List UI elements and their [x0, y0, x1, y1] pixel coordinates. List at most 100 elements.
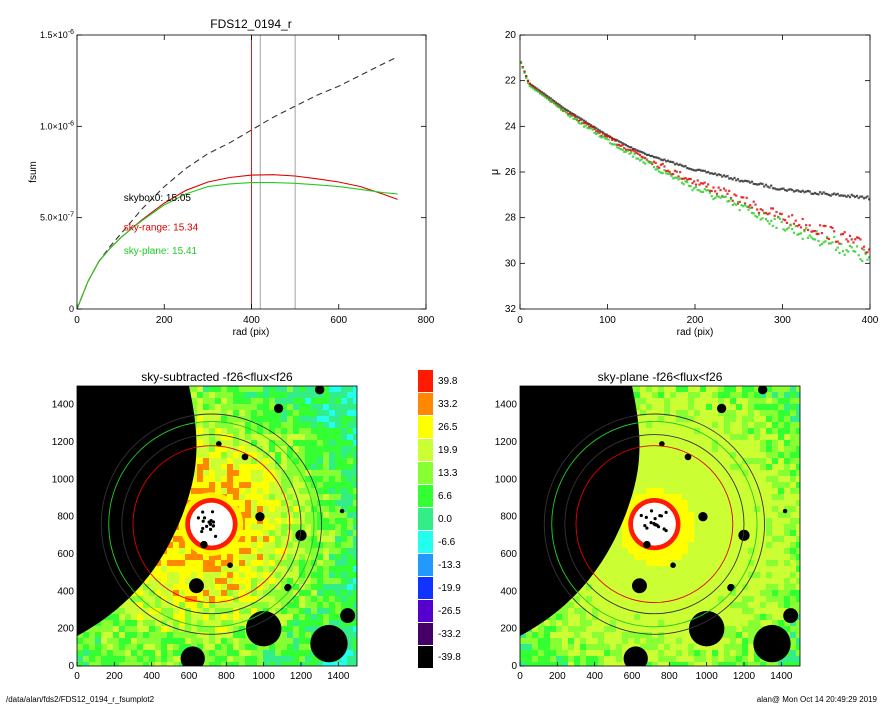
map-sub-pixel [353, 608, 357, 614]
map-sub-pixel [215, 434, 221, 440]
map-sub-pixel [161, 656, 167, 662]
map-plane-pixel [538, 638, 544, 644]
map-sub-pixel [311, 392, 317, 398]
map-sub-pixel [191, 488, 197, 494]
map-plane-pixel [766, 614, 772, 620]
map-sub-pixel [239, 482, 245, 488]
map-plane-pixel [754, 578, 760, 584]
map-plane-pixel [688, 494, 694, 500]
map-sub-pixel [233, 470, 239, 476]
map-sub-pixel [305, 662, 311, 666]
map-sub-pixel [311, 464, 317, 470]
map-sub-pixel [281, 548, 287, 554]
mu-point [689, 185, 692, 188]
mu-point [637, 157, 640, 160]
map-sub-pixel [167, 638, 173, 644]
map-plane-pixel [712, 578, 718, 584]
map-plane-pixel [760, 524, 766, 530]
map-sub-pixel [269, 452, 275, 458]
mu-point [659, 163, 663, 166]
map-plane-pixel [634, 494, 640, 500]
map-plane-pixel [658, 596, 664, 602]
map-sub-pixel [125, 626, 131, 632]
map-plane-pixel [796, 536, 800, 542]
map-plane-pixel [658, 452, 664, 458]
map-sub-pixel [233, 542, 239, 548]
map-sub-pixel [275, 656, 281, 662]
map-sub-pixel [341, 452, 347, 458]
map-plane-pixel [784, 626, 790, 632]
map-sub-pixel [149, 602, 155, 608]
mu-point [549, 97, 552, 100]
map-sub-pixel [347, 410, 353, 416]
map-plane-pixel [550, 614, 556, 620]
mu-point [798, 190, 801, 193]
map-sub-pixel [227, 482, 233, 488]
mu-point [778, 217, 782, 220]
map-plane-pixel [670, 566, 676, 572]
mu-point [731, 199, 734, 202]
mu-point [834, 240, 838, 243]
map-plane-pixel [718, 584, 724, 590]
map-sub-pixel [281, 572, 287, 578]
mu-point [528, 82, 531, 85]
map-plane-pixel [724, 446, 730, 452]
map-plane-pixel [736, 596, 742, 602]
map-plane-pixel [616, 608, 622, 614]
map-plane-pixel [712, 560, 718, 566]
map-plane-pixel [784, 524, 790, 530]
map-sub-pixel [341, 404, 347, 410]
mu-point [826, 235, 829, 239]
map-plane-pixel [622, 578, 628, 584]
map-sub-pixel [329, 404, 335, 410]
map-plane-pixel [760, 434, 766, 440]
map-plane-pixel [736, 590, 742, 596]
map-sub-pixel [317, 434, 323, 440]
map-plane-pixel [616, 614, 622, 620]
map-sub-pixel [305, 554, 311, 560]
mu-point [532, 87, 535, 90]
map-plane-pixel [658, 398, 664, 404]
map-sub-pixel [251, 470, 257, 476]
mu-point [691, 189, 694, 192]
mu-point [656, 168, 659, 171]
map-plane-pixel [766, 566, 772, 572]
map-sub-pixel [221, 656, 227, 662]
map-plane-pixel [634, 386, 640, 392]
mu-point [724, 175, 727, 178]
map-sub-pixel [245, 434, 251, 440]
map-sub-masked-star-9 [200, 540, 208, 549]
map-plane-pixel [724, 578, 730, 584]
map-plane-pixel [760, 608, 766, 614]
mu-point [742, 205, 745, 208]
map-sub-pixel [257, 506, 263, 512]
mu-point [677, 163, 680, 166]
map-plane-pixel [730, 392, 736, 398]
mu-point [591, 126, 594, 129]
map-plane-pixel [682, 506, 688, 512]
mu-point [812, 192, 815, 195]
map-plane-pixel [634, 626, 640, 632]
map-sub-pixel [281, 386, 287, 392]
map-sub-pixel [239, 650, 245, 656]
map-sub-pixel [179, 590, 185, 596]
map-sub-pixel [203, 476, 209, 482]
map-plane-pixel [712, 536, 718, 542]
map-sub-pixel [317, 518, 323, 524]
map-sub-pixel [305, 524, 311, 530]
mu-point [673, 163, 677, 166]
map-plane-pixel [760, 458, 766, 464]
map-sub-pixel [245, 548, 251, 554]
map-plane-pixel [646, 482, 652, 488]
map-sub-pixel [257, 566, 263, 572]
map-sub-pixel [185, 614, 191, 620]
map-sub-x-tick-label-2: 400 [143, 671, 160, 682]
map-sub-pixel [233, 500, 239, 506]
mu-point [621, 144, 624, 147]
map-sub-pixel [257, 662, 263, 666]
map-plane-pixel [760, 410, 766, 416]
map-sub-pixel [125, 662, 131, 666]
map-plane-pixel [724, 452, 730, 458]
map-plane-pixel [646, 566, 652, 572]
map-plane-pixel [754, 596, 760, 602]
